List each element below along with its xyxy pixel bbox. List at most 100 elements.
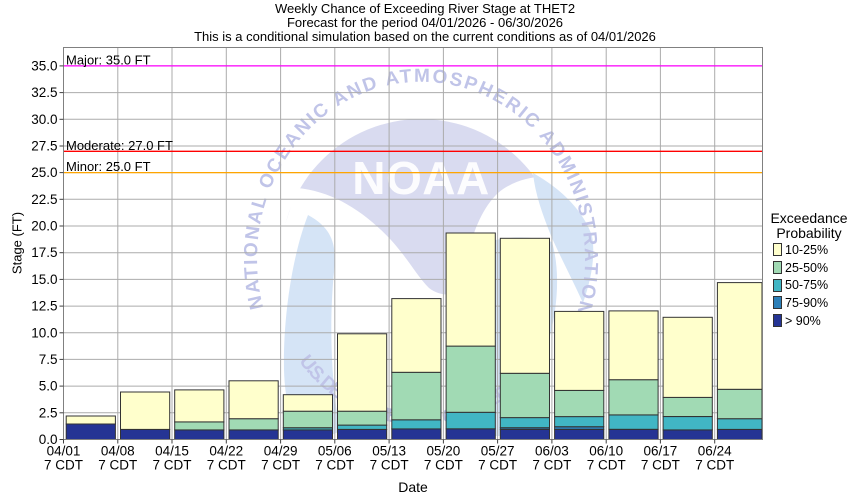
- bar-segment: [337, 333, 388, 412]
- y-tick-label: 25.0: [31, 165, 57, 180]
- x-tick-label-time: 7 CDT: [315, 458, 354, 473]
- bar-segment: [282, 394, 333, 412]
- bar-segment: [499, 428, 550, 440]
- bar-segment: [445, 411, 496, 430]
- bar-segment: [608, 379, 659, 416]
- x-tick-label-date: 06/10: [589, 444, 623, 459]
- bar-05/06: [337, 333, 388, 440]
- reference-line-label: Major: 35.0 FT: [66, 52, 151, 67]
- x-tick-label-time: 7 CDT: [532, 458, 571, 473]
- bar-segment: [228, 418, 279, 431]
- y-tick-label: 20.0: [31, 219, 57, 234]
- bar-segment: [499, 417, 550, 429]
- bar-segment: [391, 419, 442, 430]
- bar-segment: [716, 418, 763, 430]
- legend-label: 10-25%: [785, 242, 829, 257]
- x-tick-label-date: 04/01: [47, 444, 81, 459]
- chart-subtitle: Forecast for the period 04/01/2026 - 06/…: [286, 15, 564, 30]
- reference-lines: Major: 35.0 FT Moderate: 27.0 FT Minor: 25…: [63, 52, 763, 174]
- x-tick-label-time: 7 CDT: [261, 458, 300, 473]
- bar-05/20: [445, 232, 496, 440]
- y-tick-label: 32.5: [31, 85, 57, 100]
- legend-title-line1: Exceedance: [770, 210, 848, 226]
- bar-segment: [65, 423, 116, 440]
- chart-title: Weekly Chance of Exceeding River Stage a…: [274, 1, 576, 16]
- y-axis-title: Stage (FT): [9, 211, 25, 275]
- bar-segment: [608, 414, 659, 430]
- bar-04/01: [65, 415, 116, 440]
- y-tick-label: 17.5: [31, 245, 57, 260]
- bar-04/22: [228, 380, 279, 440]
- x-tick-label-date: 06/24: [698, 444, 732, 459]
- bar-06/24: [716, 282, 763, 440]
- legend-swatch-1: [773, 243, 782, 257]
- y-tick-label: 22.5: [31, 192, 57, 207]
- legend-label: > 90%: [785, 313, 821, 328]
- x-tick-label-time: 7 CDT: [98, 458, 137, 473]
- bar-segment: [499, 372, 550, 419]
- axis-ticks-and-labels: 0.0 2.5 5.0 7.5 10.0 12.5 15.0 17.5 20.0 22.5 25.0…: [31, 58, 734, 472]
- bar-segment: [662, 429, 713, 440]
- y-tick-label: 0.0: [39, 432, 58, 447]
- bar-04/08: [120, 391, 171, 440]
- x-tick-label-date: 05/13: [372, 444, 406, 459]
- bar-segment: [554, 416, 605, 428]
- bar-segment: [716, 282, 763, 390]
- title-block: Weekly Chance of Exceeding River Stage a…: [0, 2, 850, 44]
- y-tick-label: 27.5: [31, 139, 57, 154]
- bar-segment: [337, 428, 388, 440]
- legend-label: 50-75%: [785, 278, 829, 293]
- x-tick-label-time: 7 CDT: [207, 458, 246, 473]
- bar-segment: [65, 415, 116, 425]
- y-tick-label: 10.0: [31, 325, 57, 340]
- bar-segment: [716, 388, 763, 420]
- x-tick-label-date: 05/27: [481, 444, 515, 459]
- y-tick-label: 35.0: [31, 58, 57, 73]
- bar-segment: [662, 316, 713, 398]
- bar-segment: [174, 421, 225, 431]
- y-tick-label: 15.0: [31, 272, 57, 287]
- bar-segment: [391, 428, 442, 440]
- legend-title: Exceedance Probability: [768, 211, 850, 241]
- bar-segment: [282, 410, 333, 429]
- bar-06/10: [608, 310, 659, 440]
- bar-segment: [445, 345, 496, 413]
- bar-segment: [554, 428, 605, 440]
- bar-segment: [228, 380, 279, 420]
- bar-05/27: [499, 237, 550, 440]
- bar-04/29: [282, 394, 333, 440]
- y-tick-label: 12.5: [31, 299, 57, 314]
- x-tick-label-time: 7 CDT: [44, 458, 83, 473]
- reference-line-label: Minor: 25.0 FT: [66, 159, 151, 174]
- legend-swatch-5: [773, 314, 782, 328]
- legend-swatch-3: [773, 278, 782, 292]
- x-tick-label-date: 04/08: [101, 444, 135, 459]
- bar-segment: [391, 371, 442, 421]
- y-tick-label: 30.0: [31, 112, 57, 127]
- bar-segment: [337, 424, 388, 430]
- bar-06/17: [662, 316, 713, 440]
- x-tick-label-time: 7 CDT: [695, 458, 734, 473]
- bar-segment: [554, 310, 605, 391]
- bar-segment: [716, 428, 763, 440]
- x-tick-label-date: 04/15: [155, 444, 189, 459]
- bar-segment: [228, 429, 279, 440]
- legend-label: 75-90%: [785, 295, 829, 310]
- bar-segment: [662, 396, 713, 417]
- x-tick-label-date: 05/20: [427, 444, 461, 459]
- legend-swatch-4: [773, 296, 782, 310]
- bar-segment: [174, 429, 225, 440]
- bar-segment: [120, 391, 171, 430]
- x-tick-label-time: 7 CDT: [152, 458, 191, 473]
- bar-segment: [391, 298, 442, 373]
- legend: Exceedance Probability 10-25% 25-50% 50-75…: [768, 211, 850, 329]
- bar-segment: [554, 389, 605, 418]
- y-tick-label: 2.5: [39, 405, 58, 420]
- noaa-seagull-left-wing: [283, 215, 340, 438]
- noaa-acronym: NOAA: [352, 152, 489, 204]
- legend-label: 25-50%: [785, 260, 829, 275]
- bars: [65, 232, 763, 440]
- bar-segment: [608, 428, 659, 440]
- x-axis-title: Date: [398, 479, 428, 495]
